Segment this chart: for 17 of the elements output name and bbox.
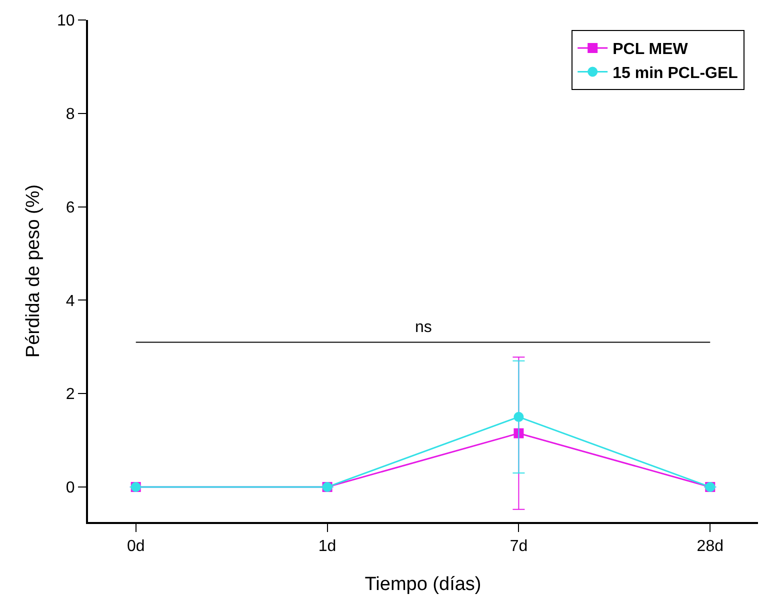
y-axis-title: Pérdida de peso (%) [23,184,44,358]
y-tick-label: 6 [66,199,75,216]
point [514,412,524,422]
point [514,428,524,438]
x-tick-label: 28d [696,538,724,556]
legend-label: 15 min PCL-GEL [612,64,738,82]
x-axis-title: Tiempo (días) [364,574,482,595]
y-tick-label: 10 [57,12,75,30]
y-tick-label: 4 [66,292,75,310]
y-tick-label: 0 [66,480,75,497]
x-tick-label: 1d [318,538,336,556]
y-tick-label: 8 [66,106,75,123]
x-tick-label: 0d [126,538,145,556]
legend-label: PCL MEW [612,41,689,58]
x-tick-label: 7d [510,538,528,556]
y-tick-label: 2 [66,386,75,404]
ref-line-label: ns [415,319,432,336]
